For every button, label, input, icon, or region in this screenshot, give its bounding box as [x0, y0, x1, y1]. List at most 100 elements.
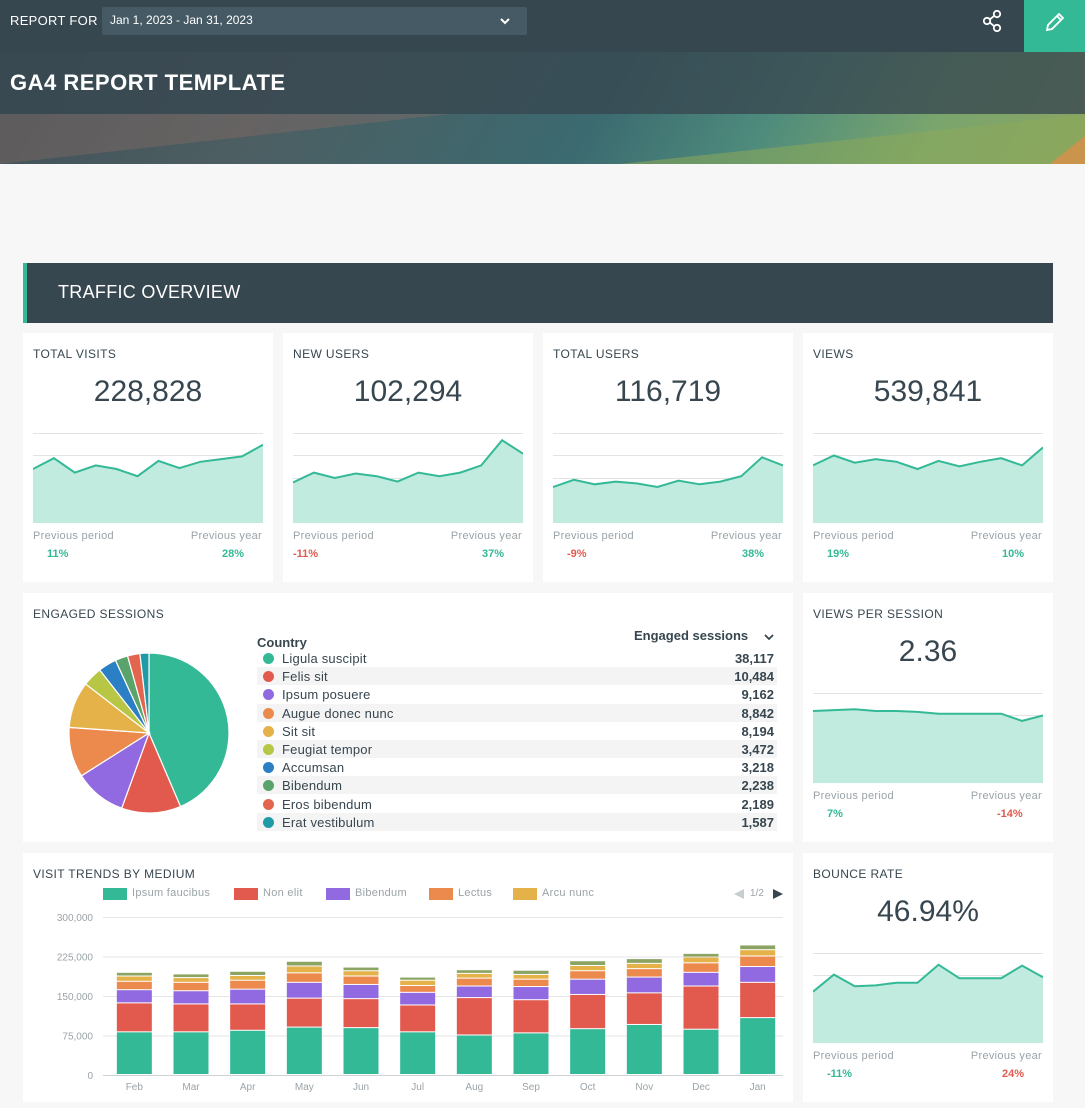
- bar-segment: [740, 956, 776, 967]
- legend-swatch: [429, 888, 453, 900]
- bar-segment: [456, 986, 492, 998]
- x-tick-label: Jan: [750, 1082, 766, 1093]
- legend-item[interactable]: Non elit: [234, 887, 344, 901]
- y-tick-label: 300,000: [57, 913, 94, 924]
- bar-segment: [116, 1032, 152, 1074]
- kpi-label: TOTAL USERS: [553, 347, 640, 361]
- legend-label: Non elit: [263, 887, 303, 899]
- sparkline-line: [813, 963, 1043, 993]
- table-row[interactable]: Feugiat tempor 3,472: [257, 740, 777, 758]
- bar-segment: [740, 945, 776, 950]
- country-name: Accumsan: [282, 760, 345, 776]
- bar-segment: [230, 975, 266, 980]
- table-row[interactable]: Erat vestibulum 1,587: [257, 812, 777, 831]
- col-engaged-sessions-header[interactable]: Engaged sessions: [634, 628, 779, 648]
- x-tick-label: Aug: [465, 1082, 483, 1093]
- bounce-rate-value: 46.94%: [877, 895, 979, 928]
- bar-segment: [400, 992, 436, 1005]
- bar-segment: [513, 1033, 549, 1074]
- bounce-rate-label: BOUNCE RATE: [813, 867, 904, 881]
- bar-segment: [343, 971, 379, 976]
- table-row[interactable]: Accumsan 3,218: [257, 758, 777, 776]
- bar-segment: [286, 1027, 322, 1074]
- legend-item[interactable]: Lectus: [429, 887, 539, 901]
- bar-segment: [400, 985, 436, 992]
- country-name: Erat vestibulum: [282, 814, 375, 830]
- bar-segment: [230, 1004, 266, 1030]
- bar-segment: [683, 1029, 719, 1074]
- kpi-card-new-users: NEW USERS 102,294 Previous period Previo…: [283, 333, 533, 582]
- prev-period-change: -9%: [567, 548, 587, 560]
- table-row[interactable]: Felis sit 10,484: [257, 667, 777, 686]
- pie-slice: [148, 652, 230, 808]
- bar-segment: [626, 1024, 662, 1074]
- kpi-card-total-visits: TOTAL VISITS 228,828 Previous period Pre…: [23, 333, 273, 582]
- bar-segment: [286, 998, 322, 1027]
- table-row[interactable]: Bibendum 2,238: [257, 776, 777, 795]
- prev-period-label: Previous period: [33, 530, 114, 542]
- engaged-sessions-value: 8,194: [741, 723, 774, 739]
- legend-item[interactable]: Ipsum faucibus: [103, 887, 213, 901]
- edit-button[interactable]: [1024, 0, 1085, 52]
- bounce-rate-card: BOUNCE RATE 46.94% Previous period Previ…: [803, 853, 1053, 1102]
- prev-period-label: Previous period: [293, 530, 374, 542]
- prev-period-change: -11%: [293, 548, 319, 560]
- vps-value: 2.36: [898, 635, 958, 668]
- sparkline-line: [293, 438, 523, 484]
- sparkline-area: [813, 447, 1043, 523]
- bar-segment: [116, 972, 152, 976]
- x-tick-label: Feb: [126, 1082, 144, 1093]
- date-range-select[interactable]: Jan 1, 2023 - Jan 31, 2023: [102, 7, 527, 35]
- bar-segment: [626, 993, 662, 1024]
- table-row[interactable]: Ligula suscipit 38,117: [257, 649, 777, 667]
- sparkline-area: [33, 444, 263, 523]
- country-name: Ipsum posuere: [282, 687, 371, 703]
- share-button[interactable]: [978, 8, 1006, 34]
- col-country-header[interactable]: Country: [257, 635, 307, 650]
- table-row[interactable]: Augue donec nunc 8,842: [257, 703, 777, 722]
- next-page-icon[interactable]: [772, 888, 784, 900]
- country-name: Eros bibendum: [282, 796, 373, 812]
- sparkline-line: [553, 456, 783, 489]
- col-engaged-sessions-label: Engaged sessions: [634, 628, 749, 643]
- visit-trends-label: VISIT TRENDS BY MEDIUM: [33, 867, 196, 881]
- kpi-card-total-users: TOTAL USERS 116,719 Previous period Prev…: [543, 333, 793, 582]
- engaged-sessions-value: 3,218: [741, 760, 774, 776]
- prev-page-icon[interactable]: [733, 888, 745, 900]
- legend-dot-icon: [263, 780, 274, 792]
- kpi-label: NEW USERS: [293, 347, 370, 361]
- bar-segment: [230, 980, 266, 989]
- y-tick-label: 0: [87, 1071, 93, 1082]
- share-icon: [982, 9, 1002, 33]
- bar-segment: [173, 982, 209, 991]
- kpi-value: 539,841: [873, 375, 983, 408]
- x-tick-label: Apr: [240, 1082, 256, 1093]
- sparkline-line: [33, 443, 263, 478]
- table-row[interactable]: Sit sit 8,194: [257, 722, 777, 740]
- legend-label: Bibendum: [355, 887, 407, 899]
- legend-dot-icon: [263, 816, 274, 828]
- views-per-session-card: VIEWS PER SESSION 2.36 Previous period P…: [803, 593, 1053, 842]
- sparkline-area: [813, 964, 1043, 1043]
- prev-period-label: Previous period: [553, 530, 634, 542]
- bar-segment: [570, 979, 606, 994]
- bar-segment: [286, 966, 322, 973]
- header-banner: [0, 52, 1085, 164]
- bar-segment: [626, 977, 662, 993]
- legend-item[interactable]: Arcu nunc: [513, 887, 623, 901]
- legend-item[interactable]: Bibendum: [326, 887, 436, 901]
- country-name: Ligula suscipit: [282, 651, 367, 666]
- visit-trends-card: VISIT TRENDS BY MEDIUM 300,000 225,000 150…: [23, 853, 793, 1102]
- engaged-sessions-value: 8,842: [741, 705, 774, 721]
- bar-segment: [173, 978, 209, 982]
- vps-label: VIEWS PER SESSION: [813, 607, 944, 621]
- visit-trends-chart: 300,000 225,000 150,000 75,000 0 Feb Mar Apr May…: [57, 913, 783, 1093]
- kpi-card-views: VIEWS 539,841 Previous period Previous y…: [803, 333, 1053, 582]
- table-row[interactable]: Eros bibendum 2,189: [257, 795, 777, 813]
- x-tick-label: Oct: [580, 1082, 596, 1093]
- legend-swatch: [326, 888, 350, 900]
- page-title: GA4 REPORT TEMPLATE: [10, 70, 286, 95]
- table-row[interactable]: Ipsum posuere 9,162: [257, 685, 777, 703]
- bar-segment: [116, 976, 152, 981]
- prev-period-change: 11%: [47, 548, 69, 560]
